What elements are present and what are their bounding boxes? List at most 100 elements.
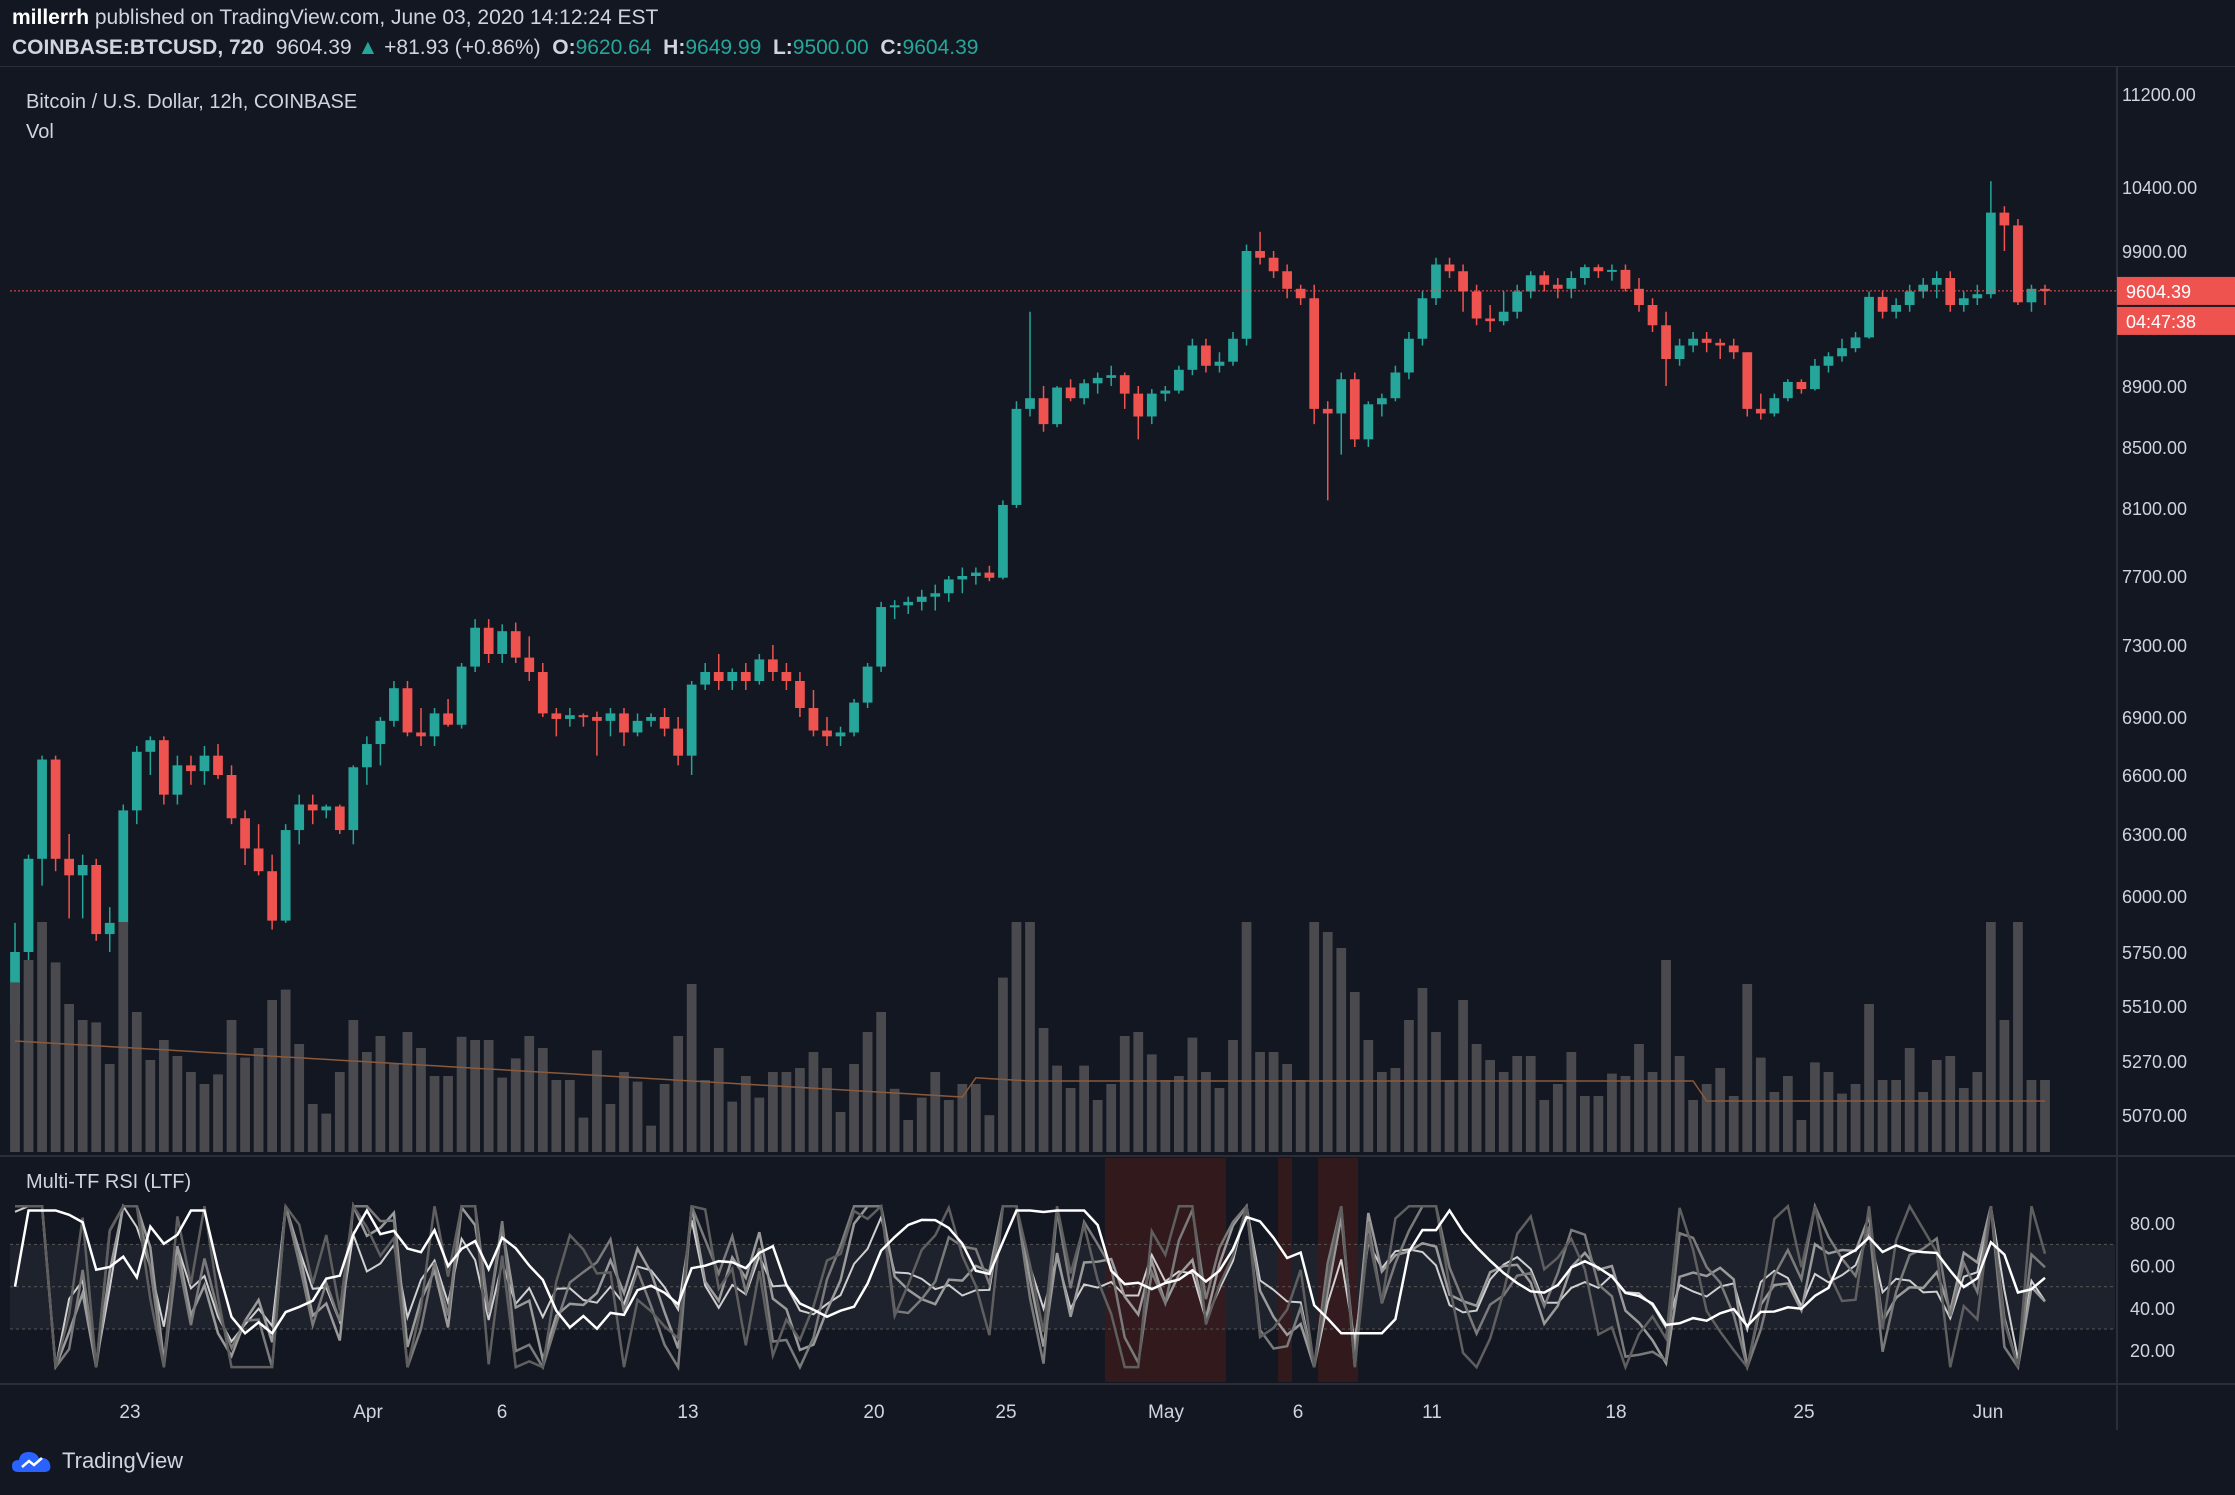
candle-body — [470, 627, 481, 667]
volume-bar — [1715, 1068, 1726, 1152]
time-tick-label: 23 — [119, 1402, 140, 1423]
volume-bar — [1579, 1096, 1590, 1152]
candle-body — [1417, 298, 1428, 339]
candle-body — [767, 659, 778, 672]
candle-body — [23, 858, 34, 952]
candle-body — [416, 732, 426, 737]
candle-body — [1931, 278, 1942, 285]
candle-body — [1525, 275, 1536, 292]
candle-body — [849, 702, 859, 733]
volume-bar — [1864, 1004, 1874, 1152]
rsi-tick-label: 80.00 — [2130, 1214, 2175, 1234]
volume-bar — [1336, 948, 1347, 1152]
candle-body — [1918, 284, 1929, 292]
volume-bar — [1295, 1080, 1306, 1152]
volume-bar — [1688, 1100, 1699, 1152]
candle-body — [348, 767, 359, 831]
candle-body — [1079, 383, 1090, 399]
price-tick-label: 7700.00 — [2122, 567, 2187, 587]
price-tick-label: 5270.00 — [2122, 1052, 2187, 1072]
candle-body — [1782, 381, 1793, 399]
candle-body — [1810, 365, 1820, 390]
footer-brand: TradingView — [62, 1448, 184, 1473]
high-label: H: — [663, 36, 686, 59]
volume-bars-group — [10, 922, 2050, 1152]
candle-body — [1593, 267, 1604, 272]
price-change: +81.93 (+0.86%) — [384, 36, 541, 59]
volume-bar — [1363, 1040, 1374, 1152]
candle-body — [402, 688, 413, 733]
volume-bar — [1404, 1020, 1414, 1152]
chart-area[interactable]: Bitcoin / U.S. Dollar, 12h, COINBASEVol … — [0, 66, 2235, 1430]
price-tick-label: 7300.00 — [2122, 636, 2187, 656]
rsi-pane[interactable]: Multi-TF RSI (LTF) — [10, 1158, 2115, 1382]
candle-body — [659, 717, 670, 729]
time-tick-label: 20 — [863, 1402, 884, 1423]
volume-bar — [470, 1040, 481, 1152]
candle-body — [1458, 271, 1468, 292]
candle-body — [578, 715, 589, 718]
volume-bar — [1173, 1076, 1184, 1152]
volume-bar — [158, 1040, 169, 1152]
volume-bar — [1525, 1056, 1536, 1152]
rsi-pane-title: Multi-TF RSI (LTF) — [26, 1171, 191, 1193]
main-pane[interactable]: Bitcoin / U.S. Dollar, 12h, COINBASE Vol — [10, 91, 2117, 1152]
candle-body — [131, 751, 142, 811]
candle-body — [1309, 298, 1320, 409]
price-tick-label: 9900.00 — [2122, 242, 2187, 262]
tradingview-logo[interactable]: TradingView — [12, 1448, 183, 1474]
candle-body — [822, 730, 832, 737]
volume-bar — [1755, 1057, 1766, 1152]
candle-body — [253, 848, 264, 872]
volume-bar — [199, 1084, 210, 1152]
volume-bar — [1620, 1076, 1631, 1152]
candle-body — [64, 858, 75, 876]
volume-bar — [334, 1072, 345, 1152]
volume-bar — [2013, 922, 2023, 1152]
candle-body — [172, 765, 183, 795]
candle-body — [605, 713, 616, 721]
volume-bar — [592, 1050, 602, 1152]
volume-bar — [632, 1081, 643, 1152]
volume-bar — [673, 1036, 684, 1152]
candle-body — [524, 657, 535, 672]
candle-body — [727, 672, 738, 681]
symbol-label[interactable]: COINBASE:BTCUSD, 720 — [12, 36, 265, 59]
volume-bar — [943, 1100, 954, 1152]
candle-body — [1173, 369, 1184, 391]
candle-body — [1728, 345, 1739, 353]
candle-body — [673, 728, 684, 756]
candle-body — [646, 717, 656, 721]
candle-body — [483, 627, 494, 654]
volume-bar — [1742, 984, 1753, 1152]
price-tick-label: 6900.00 — [2122, 708, 2187, 728]
candle-body — [1065, 387, 1076, 399]
candle-body — [1322, 408, 1333, 414]
candle-body — [1214, 361, 1225, 366]
main-pane-title: Bitcoin / U.S. Dollar, 12h, COINBASE — [26, 91, 357, 113]
time-tick-label: 18 — [1605, 1402, 1626, 1423]
volume-bar — [321, 1113, 332, 1152]
volume-bar — [889, 1088, 900, 1152]
close-value: 9604.39 — [902, 36, 979, 59]
volume-bar — [1782, 1076, 1793, 1152]
volume-bar — [253, 1048, 264, 1152]
candle-body — [50, 759, 61, 859]
volume-label: Vol — [26, 121, 54, 143]
candle-body — [551, 713, 562, 719]
price-tick-label: 5750.00 — [2122, 943, 2187, 963]
volume-bar — [551, 1080, 562, 1152]
candle-body — [199, 755, 210, 772]
volume-bar — [2026, 1080, 2037, 1152]
candles-group — [10, 181, 2050, 1043]
volume-bar — [1999, 1020, 2010, 1152]
author-name[interactable]: millerrh — [12, 6, 90, 29]
candle-body — [1255, 251, 1265, 258]
volume-bar — [37, 922, 47, 1152]
candle-body — [456, 666, 467, 725]
candle-body — [1999, 212, 2010, 226]
rsi-tick-label: 60.00 — [2130, 1257, 2175, 1277]
volume-bar — [781, 1072, 792, 1152]
volume-bar — [1187, 1037, 1198, 1152]
candle-body — [1052, 387, 1062, 425]
